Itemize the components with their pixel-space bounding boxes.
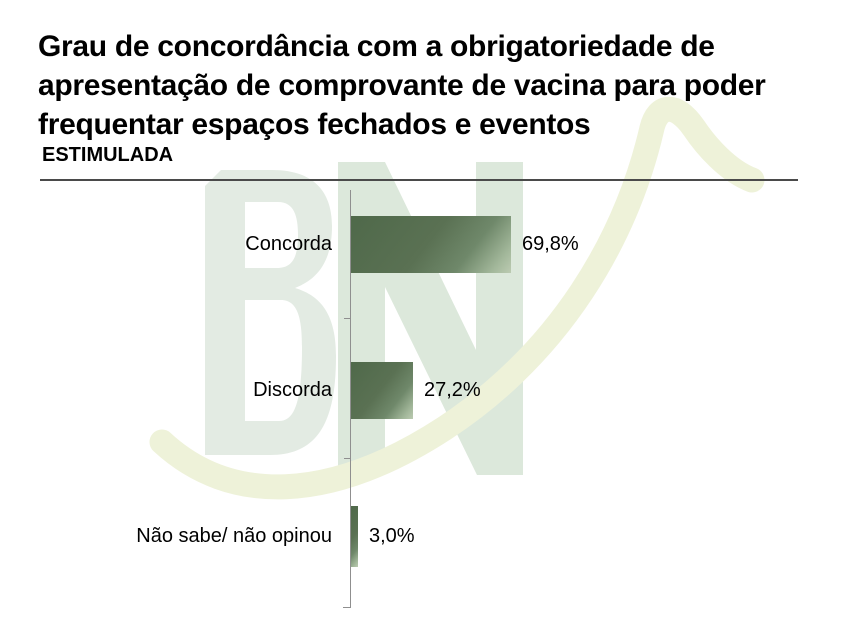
bar-concorda <box>351 216 511 273</box>
value-label-discorda: 27,2% <box>424 379 481 401</box>
chart-subtitle: ESTIMULADA <box>42 144 174 166</box>
watermark-orbit-swoosh <box>149 96 765 500</box>
category-axis-line <box>350 190 351 608</box>
category-label-nao-sabe: Não sabe/ não opinou <box>136 525 332 547</box>
chart-title-line-3: frequentar espaços fechados e eventos <box>38 108 591 141</box>
chart-title-line-2: apresentação de comprovante de vacina pa… <box>38 69 766 102</box>
chart-title-line-1: Grau de concordância com a obrigatorieda… <box>38 30 715 63</box>
value-label-concorda: 69,8% <box>522 233 579 255</box>
bar-nao-sabe <box>351 506 358 567</box>
axis-tick <box>343 607 351 608</box>
category-label-discorda: Discorda <box>253 379 332 401</box>
category-label-concorda: Concorda <box>245 233 332 255</box>
bar-discorda <box>351 362 413 419</box>
axis-tick <box>344 318 350 319</box>
value-label-nao-sabe: 3,0% <box>369 525 415 547</box>
axis-tick <box>344 458 350 459</box>
title-separator-line <box>40 179 798 181</box>
chart-title: Grau de concordância com a obrigatorieda… <box>38 27 766 144</box>
watermark-letter-b <box>205 170 336 455</box>
